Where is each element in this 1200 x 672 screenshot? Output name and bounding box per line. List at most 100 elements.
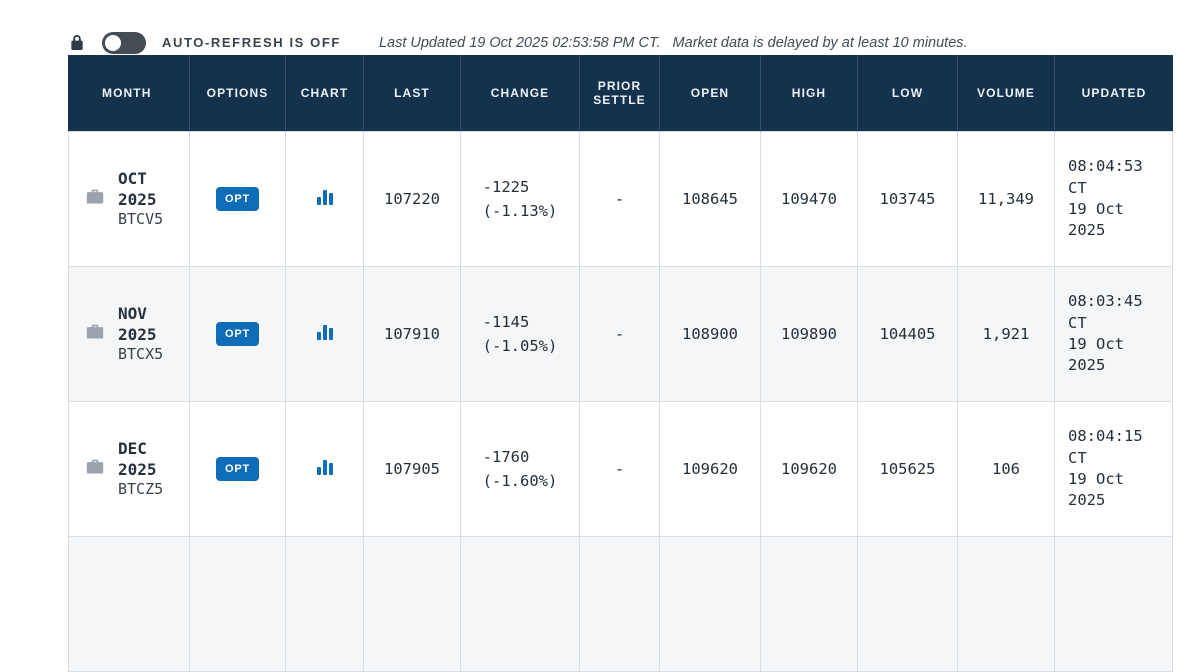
updated-cell	[1055, 537, 1173, 672]
chart-cell	[286, 267, 364, 402]
updated-time: 08:03:45	[1068, 292, 1143, 311]
column-header-updated: UPDATED	[1055, 55, 1173, 132]
month-cell: DEC 2025 BTCZ5	[68, 402, 190, 537]
column-header-prior-settle: PRIOR SETTLE	[580, 55, 660, 132]
open-price: 108645	[660, 132, 761, 267]
updated-cell: 08:03:45 CT 19 Oct 2025	[1055, 267, 1173, 402]
low-price: 104405	[858, 267, 958, 402]
column-header-month: MONTH	[68, 55, 190, 132]
last-price: 107910	[364, 267, 461, 402]
high-price: 109890	[761, 267, 858, 402]
last-price: 107905	[364, 402, 461, 537]
options-button[interactable]: OPT	[215, 322, 259, 346]
options-cell: OPT	[190, 132, 286, 267]
bar-chart-icon[interactable]	[316, 324, 333, 340]
updated-cell: 08:04:53 CT 19 Oct 2025	[1055, 132, 1173, 267]
volume: 11,349	[958, 132, 1055, 267]
contract-code: BTCZ5	[118, 480, 164, 499]
table-row: DEC 2025 BTCZ5 OPT 107905 -1760 (-1.60%)	[68, 402, 1173, 537]
prior-settle: -	[580, 132, 660, 267]
column-header-open: OPEN	[660, 55, 761, 132]
last-price	[364, 537, 461, 672]
change-cell: -1145 (-1.05%)	[461, 267, 580, 402]
column-header-change: CHANGE	[461, 55, 580, 132]
contract-month: DEC	[118, 438, 147, 458]
low-price	[858, 537, 958, 672]
change-cell	[461, 537, 580, 672]
options-cell	[190, 537, 286, 672]
quotes-table-wrap: MONTH OPTIONS CHART LAST CHANGE PRIOR SE…	[68, 55, 1200, 672]
contract-year: 2025	[118, 325, 157, 345]
last-updated-text: Last Updated 19 Oct 2025 02:53:58 PM CT.	[378, 34, 661, 51]
low-price: 103745	[858, 132, 958, 267]
column-header-last: LAST	[364, 55, 461, 132]
volume: 1,921	[958, 267, 1055, 402]
updated-time: 08:04:53	[1068, 157, 1143, 176]
bar-chart-icon[interactable]	[316, 459, 333, 475]
low-price: 105625	[858, 402, 958, 537]
column-header-high: HIGH	[761, 55, 858, 132]
prior-settle: -	[580, 267, 660, 402]
options-button[interactable]: OPT	[215, 187, 259, 211]
topbar: AUTO-REFRESH IS OFF Last Updated 19 Oct …	[0, 0, 1200, 55]
chart-cell	[286, 537, 364, 672]
change-percent: (-1.60%)	[482, 472, 558, 490]
change-value: -1760	[482, 447, 530, 466]
updated-timezone: CT	[1068, 313, 1087, 332]
open-price	[660, 537, 761, 672]
change-value: -1145	[482, 312, 530, 331]
briefcase-icon	[85, 458, 105, 480]
month-cell: NOV 2025 BTCX5	[68, 267, 190, 402]
open-price: 109620	[660, 402, 761, 537]
prior-settle: -	[580, 402, 660, 537]
change-percent: (-1.05%)	[482, 337, 558, 355]
bar-chart-icon[interactable]	[316, 189, 333, 205]
table-row-partial	[68, 537, 1173, 672]
change-value: -1225	[482, 177, 530, 196]
lock-icon	[70, 34, 84, 51]
briefcase-icon	[85, 188, 105, 210]
updated-date: 19 Oct 2025	[1068, 200, 1124, 240]
contract-month: OCT	[118, 168, 147, 188]
options-button[interactable]: OPT	[215, 457, 259, 481]
updated-date: 19 Oct 2025	[1068, 335, 1124, 375]
column-header-chart: CHART	[286, 55, 364, 132]
prior-settle	[580, 537, 660, 672]
table-row: NOV 2025 BTCX5 OPT 107910 -1145 (-1.05%)	[68, 267, 1173, 402]
updated-timezone: CT	[1068, 448, 1087, 467]
column-header-volume: VOLUME	[958, 55, 1055, 132]
quotes-table: MONTH OPTIONS CHART LAST CHANGE PRIOR SE…	[68, 55, 1173, 672]
updated-date: 19 Oct 2025	[1068, 470, 1124, 510]
toggle-knob	[105, 34, 121, 51]
column-header-low: LOW	[858, 55, 958, 132]
updated-timezone: CT	[1068, 178, 1087, 197]
last-price: 107220	[364, 132, 461, 267]
auto-refresh-toggle[interactable]	[102, 31, 146, 54]
contract-year: 2025	[118, 460, 157, 480]
month-cell: OCT 2025 BTCV5	[68, 132, 190, 267]
table-row: OCT 2025 BTCV5 OPT 107220 -1225 (-1.13%)	[68, 132, 1173, 267]
column-header-options: OPTIONS	[190, 55, 286, 132]
contract-code: BTCV5	[118, 210, 164, 229]
contract-code: BTCX5	[118, 345, 164, 364]
high-price: 109620	[761, 402, 858, 537]
delay-notice: Market data is delayed by at least 10 mi…	[672, 34, 968, 51]
chart-cell	[286, 132, 364, 267]
high-price: 109470	[761, 132, 858, 267]
volume	[958, 537, 1055, 672]
month-cell	[68, 537, 190, 672]
updated-time: 08:04:15	[1068, 427, 1143, 446]
auto-refresh-label: AUTO-REFRESH IS OFF	[162, 35, 341, 50]
volume: 106	[958, 402, 1055, 537]
options-cell: OPT	[190, 267, 286, 402]
change-cell: -1760 (-1.60%)	[461, 402, 580, 537]
updated-cell: 08:04:15 CT 19 Oct 2025	[1055, 402, 1173, 537]
change-cell: -1225 (-1.13%)	[461, 132, 580, 267]
header-row: MONTH OPTIONS CHART LAST CHANGE PRIOR SE…	[68, 55, 1173, 132]
contract-month: NOV	[118, 303, 147, 323]
contract-year: 2025	[118, 190, 157, 210]
high-price	[761, 537, 858, 672]
options-cell: OPT	[190, 402, 286, 537]
change-percent: (-1.13%)	[482, 202, 558, 220]
open-price: 108900	[660, 267, 761, 402]
